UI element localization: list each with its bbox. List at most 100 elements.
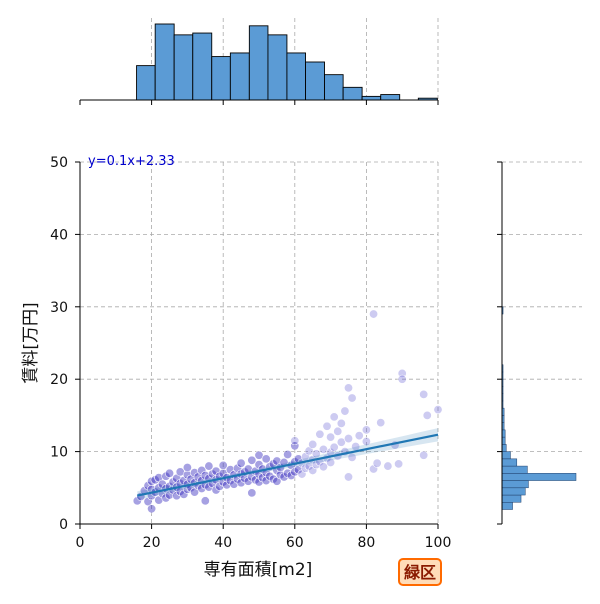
x-tick-label: 60 [286,535,304,551]
scatter-point [218,460,228,470]
scatter-point [179,476,189,486]
scatter-point [207,469,217,479]
scatter-point [369,309,379,319]
scatter-point [279,472,289,482]
scatter-point [308,439,318,449]
scatter-point [315,429,325,439]
right-hist-bar [501,502,513,510]
scatter-point [197,465,207,475]
top-hist-bar [286,52,306,101]
district-badge-box [398,558,442,586]
scatter-point [318,462,328,472]
top-hist-bar [305,61,325,101]
y-tick-label: 20 [50,372,68,388]
scatter-point [419,450,429,460]
scatter-point [161,493,171,503]
right-hist-bar [501,444,507,452]
scatter-point [340,406,350,416]
x-tick-label: 0 [76,535,85,551]
regression-line [137,433,439,497]
top-hist-bar [136,65,156,101]
right-histogram [497,161,582,525]
scatter-point [343,472,353,482]
regression-equation-label: y=0.1x+2.33 [88,154,175,169]
scatter-point [383,461,393,471]
scatter-point [376,418,386,428]
scatter-point [200,496,210,506]
scatter-point [311,449,321,459]
y-tick-label: 50 [50,155,68,171]
scatter-point [143,497,153,507]
top-hist-bar [154,23,175,101]
scatter-point [369,464,379,474]
scatter-point [236,458,246,468]
right-hist-bar [501,465,528,474]
scatter-point [361,436,371,446]
right-hist-bar [501,487,526,496]
x-tick-label: 100 [425,535,452,551]
right-hist-bar [501,458,518,467]
scatter-point [254,450,264,460]
scatter-point [372,458,382,468]
scatter-point [419,389,429,399]
x-tick-label: 40 [214,535,232,551]
scatter-point [247,488,257,498]
scatter-point [290,441,300,451]
right-hist-bar [501,451,511,460]
scatter-point [182,463,192,473]
y-tick-label: 30 [50,300,68,316]
right-hist-bar [501,494,522,503]
scatter-point [326,432,336,442]
scatter-point [283,449,293,459]
right-hist-bar [501,480,529,489]
scatter-point [326,457,336,467]
scatter-point [433,405,443,415]
scatter-point [329,442,339,452]
right-hist-bar [501,473,577,481]
scatter-point [361,425,371,435]
top-hist-bar [361,95,382,101]
scatter-point [247,455,257,465]
y-tick-label: 0 [59,517,68,533]
regression-confidence-band [137,428,438,500]
scatter-point [200,470,210,480]
y-tick-label: 40 [50,227,68,243]
scatter-point [265,471,275,481]
top-hist-bar [342,86,363,101]
y-axis-label: 賃料[万円] [21,302,41,383]
scatter-point [329,412,339,422]
scatter-point [168,477,178,487]
scatter-points [132,309,443,514]
scatter-point [286,470,296,480]
scatter-point [225,465,235,475]
x-axis-label: 専有面積[m2] [204,560,313,580]
top-hist-bar [324,74,344,101]
scatter-point [147,476,157,486]
scatter-point [211,466,221,476]
main-axes: 0 20 40 60 80 100 0 10 20 30 40 50 [50,155,451,551]
scatter-point [347,393,357,403]
scatter-point [233,463,243,473]
x-tick-label: 20 [143,535,161,551]
scatter-point [261,454,271,464]
scatter-point [394,459,404,469]
scatter-point [211,485,221,495]
scatter-point [354,431,364,441]
top-hist-bar [229,52,250,101]
scatter-point [290,436,300,446]
regression-fit [137,428,439,500]
x-tick-label: 80 [357,535,375,551]
district-badge: 緑区 [398,558,442,586]
top-hist-bar [192,32,213,101]
top-hist-bar [211,56,231,101]
scatter-point [229,479,239,489]
scatter-point [161,471,171,481]
scatter-point [165,468,175,478]
scatter-point [343,434,353,444]
top-hist-bar [248,25,269,101]
scatter-point [343,383,353,393]
scatter-point [179,489,189,499]
scatter-point [308,465,318,475]
top-hist-bar [267,34,288,101]
